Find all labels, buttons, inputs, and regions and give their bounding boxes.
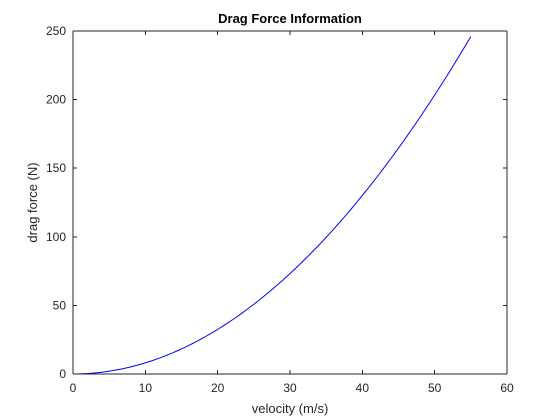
- x-tick-label: 60: [500, 381, 514, 395]
- x-axis-label: velocity (m/s): [252, 401, 329, 416]
- x-tick-label: 20: [211, 381, 225, 395]
- y-tick-label: 150: [46, 161, 66, 175]
- chart-title: Drag Force Information: [218, 11, 362, 26]
- y-tick-label: 0: [59, 367, 66, 381]
- y-axis-label: drag force (N): [25, 162, 40, 242]
- series-line: [72, 36, 472, 375]
- y-tick-label: 100: [46, 230, 66, 244]
- plot-area: [73, 31, 507, 374]
- series-layer: [72, 36, 472, 375]
- x-tick-label: 0: [70, 381, 77, 395]
- y-tick-label: 200: [46, 93, 66, 107]
- y-tick-label: 250: [46, 24, 66, 38]
- x-ticks: 0 10 20 30 40 50 60: [70, 31, 514, 395]
- x-tick-label: 50: [428, 381, 442, 395]
- x-tick-label: 30: [283, 381, 297, 395]
- y-tick-label: 50: [53, 298, 67, 312]
- y-ticks: 0 50 100 150 200 250: [46, 24, 507, 381]
- x-tick-label: 40: [356, 381, 370, 395]
- x-tick-label: 10: [139, 381, 153, 395]
